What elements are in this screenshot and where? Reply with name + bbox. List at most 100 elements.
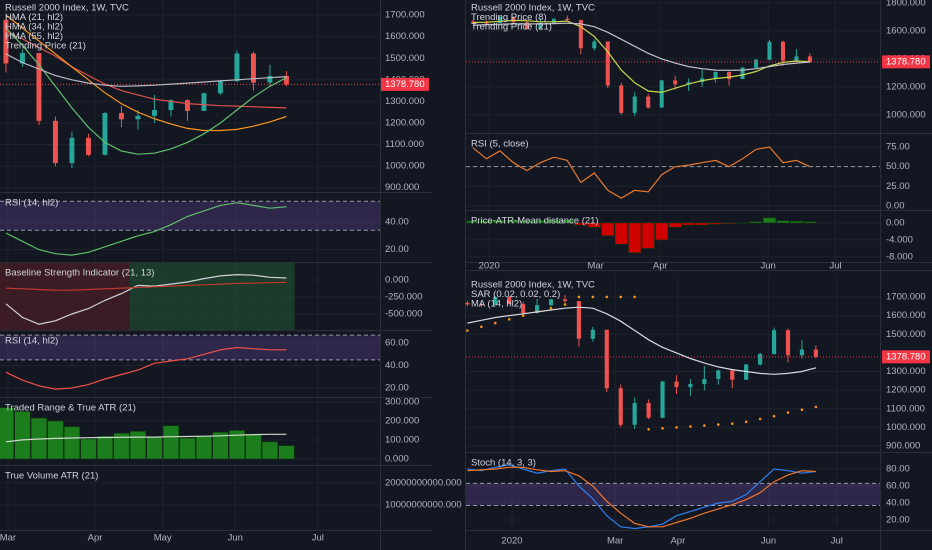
baseline-region bbox=[146, 263, 163, 330]
candle-body bbox=[730, 370, 735, 380]
candle-body bbox=[562, 299, 568, 302]
candle-body bbox=[727, 72, 732, 80]
sar-dot bbox=[633, 295, 636, 299]
candle-body bbox=[646, 402, 651, 418]
candle-body bbox=[771, 330, 777, 354]
bar bbox=[96, 435, 113, 460]
sar-dot bbox=[521, 314, 525, 317]
sar-dot bbox=[507, 318, 511, 321]
legend-entry: HMA (21, hl2) bbox=[5, 12, 63, 23]
bar bbox=[574, 222, 588, 226]
series-line bbox=[472, 146, 811, 199]
chart-title: Russell 2000 Index, 1W, TVC bbox=[471, 3, 595, 14]
y-tick-label: 900.000 bbox=[886, 441, 920, 452]
candle-body bbox=[184, 100, 190, 111]
y-tick-label: 40.00 bbox=[886, 497, 910, 508]
series-line bbox=[472, 22, 810, 71]
candle-body bbox=[3, 19, 9, 64]
price-label: 1378.780 bbox=[886, 56, 926, 67]
sar-dot bbox=[549, 306, 553, 310]
bar bbox=[278, 445, 295, 460]
sar-dot bbox=[730, 422, 734, 425]
y-tick-label: 25.00 bbox=[886, 181, 910, 192]
series-line bbox=[467, 466, 816, 528]
y-tick-label: 0.00 bbox=[886, 201, 905, 212]
x-tick-label: Jun bbox=[760, 261, 775, 272]
candle-body bbox=[686, 82, 691, 85]
y-tick-label: 20.00 bbox=[385, 244, 409, 255]
y-tick-label: -250.000 bbox=[385, 292, 423, 303]
series-line bbox=[5, 14, 287, 132]
candle-body bbox=[753, 59, 759, 68]
y-tick-label: 1000.000 bbox=[385, 161, 425, 172]
baseline-region bbox=[261, 263, 279, 330]
y-tick-label: 80.00 bbox=[886, 463, 910, 474]
bar bbox=[63, 426, 80, 460]
series-line bbox=[5, 53, 287, 87]
bar bbox=[655, 222, 669, 241]
candle-body bbox=[551, 18, 556, 24]
x-tick-label: Jul bbox=[831, 536, 843, 547]
candle-body bbox=[19, 53, 25, 64]
baseline-region bbox=[80, 263, 97, 330]
bar bbox=[479, 220, 493, 224]
y-tick-label: 50.00 bbox=[886, 161, 910, 172]
price-label-bg bbox=[381, 77, 429, 91]
candle-body bbox=[151, 110, 157, 116]
sar-dot bbox=[619, 295, 623, 299]
bar bbox=[0, 407, 14, 460]
sar-dot bbox=[689, 425, 692, 428]
y-tick-label: 200.000 bbox=[385, 415, 419, 426]
candle-body bbox=[521, 304, 526, 314]
candle-body bbox=[673, 80, 678, 85]
y-tick-label: 1300.000 bbox=[886, 366, 926, 377]
candle-body bbox=[102, 113, 108, 155]
legend-entry: HMA (34, hl2) bbox=[5, 22, 63, 33]
x-tick-label: Mar bbox=[0, 533, 16, 544]
candle-body bbox=[52, 120, 58, 164]
candle-body bbox=[674, 381, 679, 387]
bar bbox=[722, 222, 736, 224]
candle-body bbox=[716, 370, 721, 379]
series-line bbox=[5, 202, 287, 256]
candle-body bbox=[535, 305, 540, 314]
sar-dot bbox=[758, 417, 762, 421]
candle-body bbox=[484, 22, 489, 24]
candle-body bbox=[813, 349, 818, 357]
pane-title: Stoch (14, 3, 3) bbox=[471, 458, 536, 469]
x-tick-label: Apr bbox=[88, 533, 103, 544]
y-tick-label: 1500.000 bbox=[385, 53, 425, 64]
y-tick-label: 1600.000 bbox=[385, 31, 425, 42]
candle-body bbox=[497, 16, 502, 23]
y-tick-label: 0.00 bbox=[886, 217, 905, 228]
y-tick-label: 300.000 bbox=[385, 397, 419, 408]
baseline-region bbox=[195, 263, 213, 330]
candle-body bbox=[740, 67, 745, 80]
series-line bbox=[5, 273, 287, 325]
series-line bbox=[5, 281, 287, 291]
bar bbox=[245, 434, 262, 460]
series-line bbox=[467, 464, 816, 530]
baseline-region bbox=[96, 263, 114, 330]
bar bbox=[763, 217, 776, 224]
candle-body bbox=[493, 296, 498, 305]
pane-title: True Volume ATR (21) bbox=[5, 471, 98, 482]
y-tick-label: 1100.000 bbox=[886, 403, 925, 414]
x-tick-label: Mar bbox=[587, 261, 603, 272]
sar-dot bbox=[772, 414, 776, 418]
candle-body bbox=[85, 137, 91, 155]
bar bbox=[493, 220, 507, 224]
sar-dot bbox=[577, 295, 581, 299]
y-tick-label: 60.00 bbox=[385, 338, 409, 349]
x-tick-label: Mar bbox=[607, 536, 623, 547]
baseline-region bbox=[162, 263, 180, 330]
candle-body bbox=[758, 353, 763, 365]
y-tick-label: 20000000000.000 bbox=[385, 477, 462, 488]
y-tick-label: 100.000 bbox=[385, 434, 419, 445]
x-tick-label: Apr bbox=[670, 536, 685, 547]
pane-title: Baseline Strength Indicator (21, 13) bbox=[5, 268, 154, 279]
legend-entry: MA (14, hl2) bbox=[471, 299, 522, 310]
pane-title: Price-ATR-Mean distance (21) bbox=[471, 216, 599, 227]
candle-body bbox=[511, 16, 516, 23]
sar-dot bbox=[703, 424, 706, 427]
